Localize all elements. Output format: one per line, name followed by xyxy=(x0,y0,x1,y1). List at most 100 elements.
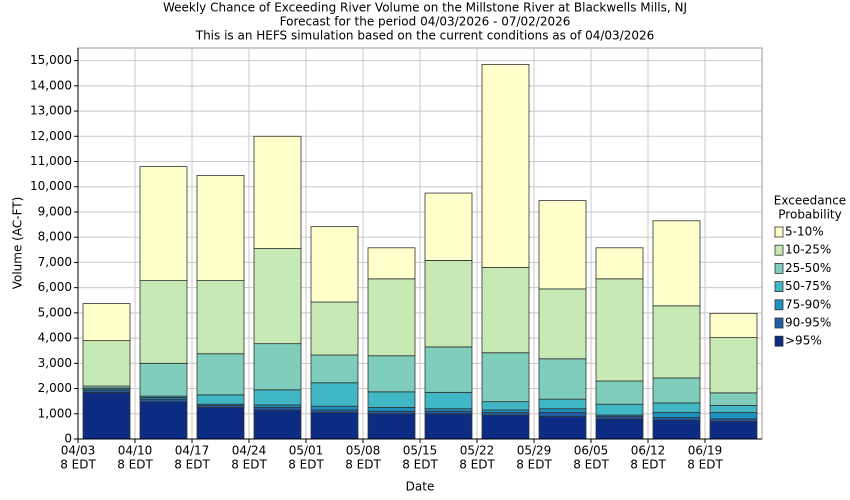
bar-segment xyxy=(538,200,587,290)
x-tick-label: 04/17 xyxy=(175,444,210,458)
bar-segment xyxy=(139,362,188,397)
bar-segment xyxy=(310,382,359,407)
legend-label: 90-95% xyxy=(785,316,831,330)
legend-title: Exceedance xyxy=(774,194,846,208)
x-tick-sublabel: 8 EDT xyxy=(459,458,495,472)
bar-segment xyxy=(367,355,416,393)
y-tick-label: 2,000 xyxy=(38,381,72,395)
bar-segment xyxy=(595,247,644,280)
bar-segment xyxy=(82,391,131,440)
x-tick-sublabel: 8 EDT xyxy=(402,458,438,472)
y-tick-label: 14,000 xyxy=(30,78,72,92)
y-tick-label: 10,000 xyxy=(30,179,72,193)
x-tick-label: 04/24 xyxy=(232,444,267,458)
bar-segment xyxy=(538,408,587,413)
bar-segment xyxy=(253,343,302,391)
bar-segment xyxy=(196,353,245,396)
y-axis-label: Volume (AC-FT) xyxy=(11,197,25,290)
bar-segment xyxy=(538,415,587,440)
bar-segment xyxy=(367,278,416,357)
chart-title: Weekly Chance of Exceeding River Volume … xyxy=(163,1,687,15)
bar-segment xyxy=(709,392,758,406)
bar-segment xyxy=(595,418,644,440)
bar-segment xyxy=(139,401,188,440)
x-tick-label: 05/01 xyxy=(289,444,324,458)
bar-segment xyxy=(253,135,302,249)
bar-segment xyxy=(310,301,359,356)
legend-swatch xyxy=(774,281,784,293)
bar-segment xyxy=(709,420,758,440)
y-tick-label: 7,000 xyxy=(38,255,72,269)
x-tick-label: 05/22 xyxy=(460,444,495,458)
bar-segment xyxy=(196,394,245,405)
bar-segment xyxy=(709,412,758,420)
bar-segment xyxy=(139,166,188,281)
y-tick-label: 6,000 xyxy=(38,280,72,294)
bar-segment xyxy=(481,352,530,403)
bar-segment xyxy=(310,412,359,440)
x-tick-label: 04/10 xyxy=(118,444,153,458)
bar-segment xyxy=(424,413,473,440)
x-tick-label: 05/29 xyxy=(517,444,552,458)
y-tick-label: 15,000 xyxy=(30,53,72,67)
bar-segment xyxy=(709,405,758,413)
bar-segment xyxy=(424,391,473,410)
x-tick-sublabel: 8 EDT xyxy=(573,458,609,472)
x-tick-sublabel: 8 EDT xyxy=(687,458,723,472)
bar-segment xyxy=(82,340,131,387)
bar-segment xyxy=(652,412,701,418)
y-tick-label: 13,000 xyxy=(30,104,72,118)
x-tick-sublabel: 8 EDT xyxy=(516,458,552,472)
bar-segment xyxy=(367,407,416,412)
bar-segment xyxy=(538,288,587,360)
bar-segment xyxy=(424,346,473,393)
x-tick-label: 04/03 xyxy=(61,444,96,458)
bar-segment xyxy=(652,402,701,413)
bar-segment xyxy=(652,220,701,307)
bar-segment xyxy=(196,174,245,281)
bar-segment xyxy=(196,407,245,440)
bar-segment xyxy=(310,226,359,303)
bar-segment xyxy=(595,278,644,382)
bar-segment xyxy=(310,354,359,384)
bar-segment xyxy=(424,192,473,261)
y-tick-label: 8,000 xyxy=(38,230,72,244)
bar-segment xyxy=(367,413,416,440)
y-tick-label: 5,000 xyxy=(38,305,72,319)
legend-swatch xyxy=(774,299,784,311)
legend-label: 5-10% xyxy=(785,225,824,239)
bar-segment xyxy=(538,398,587,410)
bar-segment xyxy=(481,414,530,440)
x-tick-label: 06/05 xyxy=(574,444,609,458)
x-axis-label: Date xyxy=(406,480,435,494)
bar-segment xyxy=(367,391,416,408)
y-tick-label: 12,000 xyxy=(30,129,72,143)
bar-segment xyxy=(538,412,587,417)
x-tick-sublabel: 8 EDT xyxy=(117,458,153,472)
bar-segment xyxy=(253,409,302,440)
bar-segment xyxy=(709,312,758,338)
bar-segment xyxy=(253,389,302,406)
legend-swatch xyxy=(774,335,784,347)
bar-segment xyxy=(424,260,473,348)
bar-segment xyxy=(310,405,359,411)
bar-segment xyxy=(709,337,758,394)
bar-segment xyxy=(253,248,302,345)
y-tick-label: 9,000 xyxy=(38,204,72,218)
legend-title: Probability xyxy=(778,208,841,222)
bar-segment xyxy=(652,419,701,440)
legend-label: 25-50% xyxy=(785,261,831,275)
bar-segment xyxy=(481,401,530,411)
x-tick-sublabel: 8 EDT xyxy=(630,458,666,472)
legend-label: >95% xyxy=(785,334,822,348)
x-tick-sublabel: 8 EDT xyxy=(231,458,267,472)
y-tick-label: 1,000 xyxy=(38,406,72,420)
bar-segment xyxy=(82,303,131,342)
y-tick-label: 11,000 xyxy=(30,154,72,168)
bar-segment xyxy=(652,305,701,379)
bar-segment xyxy=(595,380,644,405)
x-tick-sublabel: 8 EDT xyxy=(288,458,324,472)
x-tick-label: 06/19 xyxy=(688,444,723,458)
y-tick-label: 0 xyxy=(64,432,72,446)
